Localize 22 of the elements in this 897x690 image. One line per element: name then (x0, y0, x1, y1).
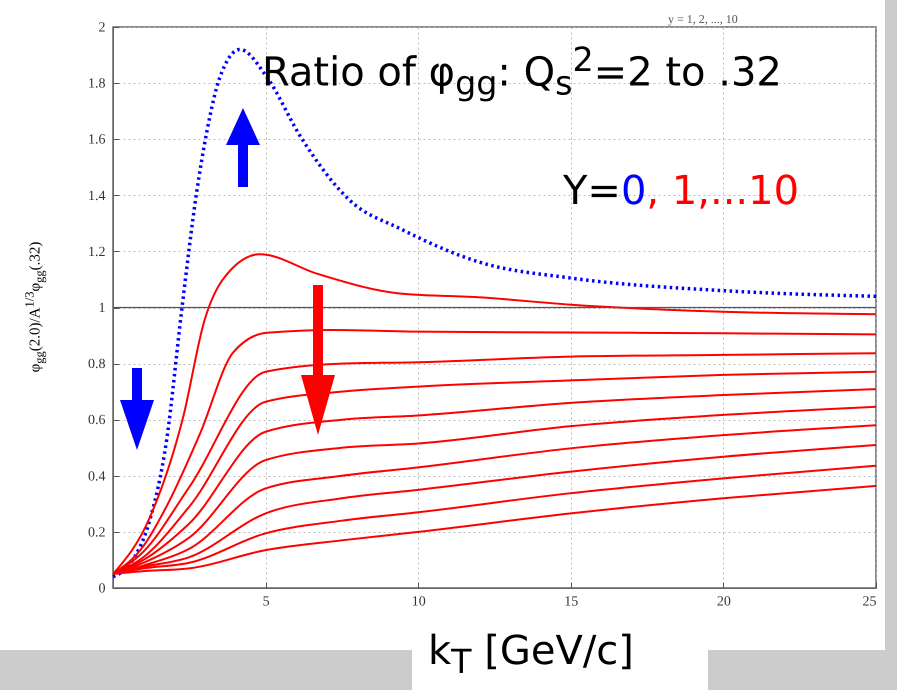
y-tick-label: 1.6 (88, 132, 106, 148)
y-tick-label: 0 (98, 582, 106, 596)
y-tick-label: 1.2 (88, 244, 106, 260)
annotation: Y= (563, 168, 621, 214)
x-tick-label: 15 (564, 594, 578, 610)
y-tick-label: 2 (98, 20, 106, 36)
y-tick-label: 0.2 (88, 525, 106, 540)
y-tick-label: 0.6 (88, 413, 106, 428)
y-tick-label: 1.4 (88, 188, 106, 204)
annotation: 0 (620, 168, 646, 214)
y-tick-label: 1.8 (88, 76, 106, 92)
text: Ratio of φ$_{gg}$: Q$_{s}$$^{2}$=2 to .32 (262, 40, 782, 102)
text: y = 1, 2, ..., 10 (668, 12, 738, 27)
x-tick-label: 20 (716, 594, 731, 610)
x-tick-label: 25 (862, 594, 876, 610)
x-tick-label: 10 (412, 594, 426, 610)
y-tick-label: 1 (98, 301, 106, 316)
y-tick-label: 0.8 (88, 357, 106, 372)
x-tick-label: 5 (262, 594, 270, 610)
y-tick-label: 0.4 (88, 469, 106, 484)
x-axis-title: k$_{T}$ [GeV/c] (412, 628, 708, 690)
annotation: , 1,...10 (646, 168, 800, 214)
